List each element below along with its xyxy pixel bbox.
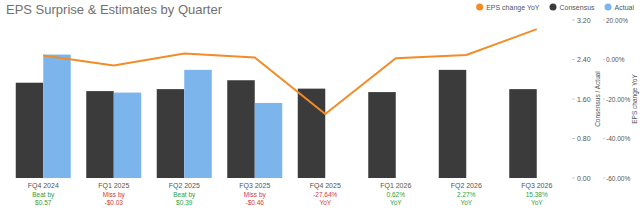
- x-tick-label: FQ1 2025: [98, 182, 129, 190]
- legend-label: Consensus: [560, 4, 596, 11]
- y2-tick-label: -60.00%: [606, 175, 630, 182]
- y2-tick-label: 0.00%: [606, 56, 625, 63]
- y-tick-label: 0.00: [577, 175, 591, 182]
- annotation: -27.64%: [313, 191, 337, 198]
- annotation: Beat by: [173, 191, 196, 199]
- x-tick-label: FQ3 2026: [521, 182, 552, 190]
- y-tick: [572, 178, 575, 179]
- annotation: -$0.46: [246, 199, 265, 206]
- annotation: Beat by: [32, 191, 55, 199]
- annotation: Miss by: [103, 191, 126, 199]
- y2-tick: [603, 138, 605, 139]
- y-tick-label: 1.60: [577, 96, 591, 103]
- x-tick-label: FQ4 2024: [28, 182, 59, 190]
- legend-label: EPS change YoY: [486, 4, 540, 12]
- bar: [368, 92, 395, 178]
- y2-tick: [603, 178, 605, 179]
- annotation: YoY: [319, 199, 331, 206]
- bar: [439, 70, 466, 178]
- legend-item: EPS change YoY: [476, 4, 540, 12]
- legend: EPS change YoY Consensus Actual: [476, 4, 634, 12]
- y-tick-label: 0.80: [577, 135, 591, 142]
- y-tick: [572, 99, 575, 100]
- bar: [157, 89, 184, 178]
- y-tick: [572, 59, 575, 60]
- x-tick-label: FQ2 2026: [451, 182, 482, 190]
- annotation: YoY: [460, 199, 472, 206]
- y-axis-title: Consensus / Actual: [594, 71, 601, 127]
- annotation: $0.57: [35, 199, 52, 206]
- y-tick-label: 2.40: [577, 56, 591, 63]
- y-tick: [572, 20, 575, 21]
- bar: [255, 103, 282, 178]
- bar: [16, 83, 43, 178]
- bar: [114, 93, 141, 178]
- x-tick-label: FQ1 2026: [380, 182, 411, 190]
- chart: EPS Surprise & Estimates by Quarter FQ4 2…: [0, 0, 640, 211]
- annotation: YoY: [531, 199, 543, 206]
- line: [43, 29, 537, 114]
- bar: [43, 55, 70, 178]
- annotation: $0.39: [176, 199, 193, 206]
- annotation: -$0.03: [105, 199, 124, 206]
- x-tick-label: FQ2 2025: [169, 182, 200, 190]
- legend-swatch: [605, 4, 612, 11]
- plot-area: [16, 29, 537, 178]
- bar: [184, 70, 211, 178]
- annotation: YoY: [390, 199, 402, 206]
- y2-axis-title: EPS change YoY: [631, 74, 639, 124]
- y2-tick-label: -20.00%: [606, 96, 630, 103]
- y-tick-label: 3.20: [577, 17, 591, 24]
- legend-item: Consensus: [550, 4, 596, 11]
- y2-tick-label: 20.00%: [606, 17, 628, 24]
- annotation: Miss by: [244, 191, 267, 199]
- title: EPS Surprise & Estimates by Quarter: [6, 2, 223, 17]
- x-tick-label: FQ4 2025: [310, 182, 341, 190]
- bar: [509, 89, 536, 178]
- y2-tick: [603, 20, 605, 21]
- y2-tick: [603, 59, 605, 60]
- legend-item: Actual: [605, 4, 635, 11]
- y-tick: [572, 138, 575, 139]
- bar: [227, 80, 254, 178]
- annotation: 15.38%: [526, 191, 548, 198]
- legend-swatch: [550, 4, 557, 11]
- y2-tick: [603, 99, 605, 100]
- legend-label: Actual: [615, 4, 635, 11]
- annotation: 0.62%: [387, 191, 406, 198]
- bar: [86, 91, 113, 178]
- x-tick-label: FQ3 2025: [239, 182, 270, 190]
- y2-tick-label: -40.00%: [606, 135, 630, 142]
- annotation: 2.27%: [457, 191, 476, 198]
- background: [0, 0, 640, 211]
- legend-swatch: [476, 4, 483, 11]
